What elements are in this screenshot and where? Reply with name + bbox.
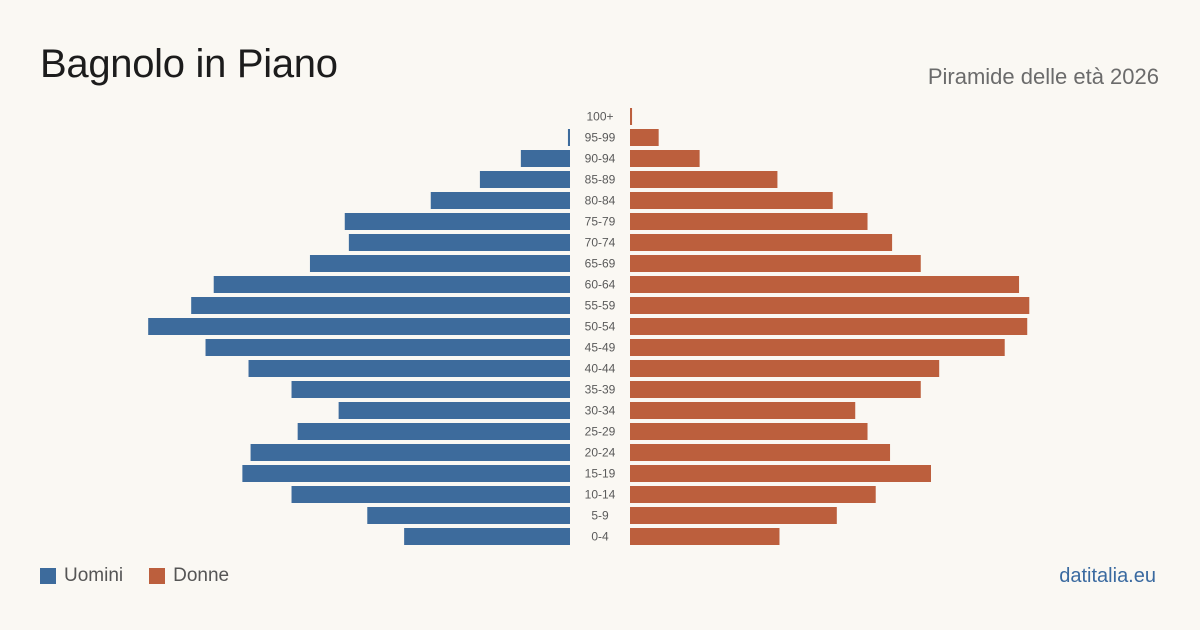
bar-donne-0-4 [630,528,780,545]
age-label-20-24: 20-24 [585,446,616,460]
bar-donne-40-44 [630,360,940,377]
bar-donne-65-69 [630,255,921,272]
age-label-40-44: 40-44 [585,362,616,376]
bar-uomini-0-4 [404,528,570,545]
bar-donne-5-9 [630,507,837,524]
brand-link[interactable]: datitalia.eu [1059,565,1156,587]
bar-donne-15-19 [630,465,931,482]
age-label-10-14: 10-14 [585,488,616,502]
age-label-95-99: 95-99 [585,131,616,145]
bar-donne-55-59 [630,297,1030,314]
age-label-35-39: 35-39 [585,383,616,397]
bar-donne-90-94 [630,150,700,167]
bar-uomini-15-19 [242,465,570,482]
age-label-75-79: 75-79 [585,215,616,229]
bar-donne-75-79 [630,213,868,230]
age-label-0-4: 0-4 [591,530,609,544]
bar-donne-95-99 [630,129,659,146]
age-label-70-74: 70-74 [585,236,616,250]
age-label-55-59: 55-59 [585,299,616,313]
age-label-5-9: 5-9 [591,509,609,523]
bar-donne-45-49 [630,339,1005,356]
bar-uomini-55-59 [191,297,570,314]
bar-uomini-95-99 [567,129,570,146]
age-label-45-49: 45-49 [585,341,616,355]
age-label-100plus: 100+ [586,110,613,124]
page-title: Bagnolo in Piano [40,42,338,86]
bar-uomini-75-79 [344,213,570,230]
legend-swatch-donne [149,568,166,584]
age-label-15-19: 15-19 [585,467,616,481]
age-label-90-94: 90-94 [585,152,616,166]
age-label-25-29: 25-29 [585,425,616,439]
bar-uomini-25-29 [297,423,570,440]
legend-item-uomini: Uomini [40,565,123,587]
age-label-80-84: 80-84 [585,194,616,208]
bar-uomini-85-89 [479,171,570,188]
bar-uomini-30-34 [338,402,570,419]
bar-donne-50-54 [630,318,1028,335]
bar-uomini-60-64 [213,276,570,293]
bar-uomini-20-24 [250,444,571,461]
bar-uomini-80-84 [430,192,570,209]
bar-donne-35-39 [630,381,921,398]
bar-uomini-65-69 [309,255,570,272]
legend-label-donne: Donne [173,565,230,586]
bar-uomini-5-9 [367,507,570,524]
age-label-50-54: 50-54 [585,320,616,334]
bar-donne-25-29 [630,423,868,440]
bar-donne-10-14 [630,486,876,503]
bar-uomini-45-49 [205,339,570,356]
chart-legend: Uomini Donne [40,565,255,587]
bar-uomini-40-44 [248,360,570,377]
age-label-30-34: 30-34 [585,404,616,418]
bar-uomini-35-39 [291,381,570,398]
chart-subtitle: Piramide delle età 2026 [927,64,1159,89]
bar-donne-20-24 [630,444,891,461]
bar-uomini-10-14 [291,486,570,503]
bar-donne-85-89 [630,171,778,188]
bar-donne-80-84 [630,192,833,209]
legend-item-donne: Donne [149,565,229,587]
age-label-85-89: 85-89 [585,173,616,187]
legend-swatch-uomini [40,568,56,584]
age-label-65-69: 65-69 [585,257,616,271]
bar-donne-30-34 [630,402,856,419]
bar-uomini-90-94 [520,150,570,167]
age-label-60-64: 60-64 [585,278,616,292]
bar-uomini-70-74 [348,234,570,251]
bar-donne-60-64 [630,276,1020,293]
bar-uomini-50-54 [148,318,570,335]
bar-donne-70-74 [630,234,893,251]
bar-donne-100plus [630,108,633,125]
legend-label-uomini: Uomini [64,565,124,586]
